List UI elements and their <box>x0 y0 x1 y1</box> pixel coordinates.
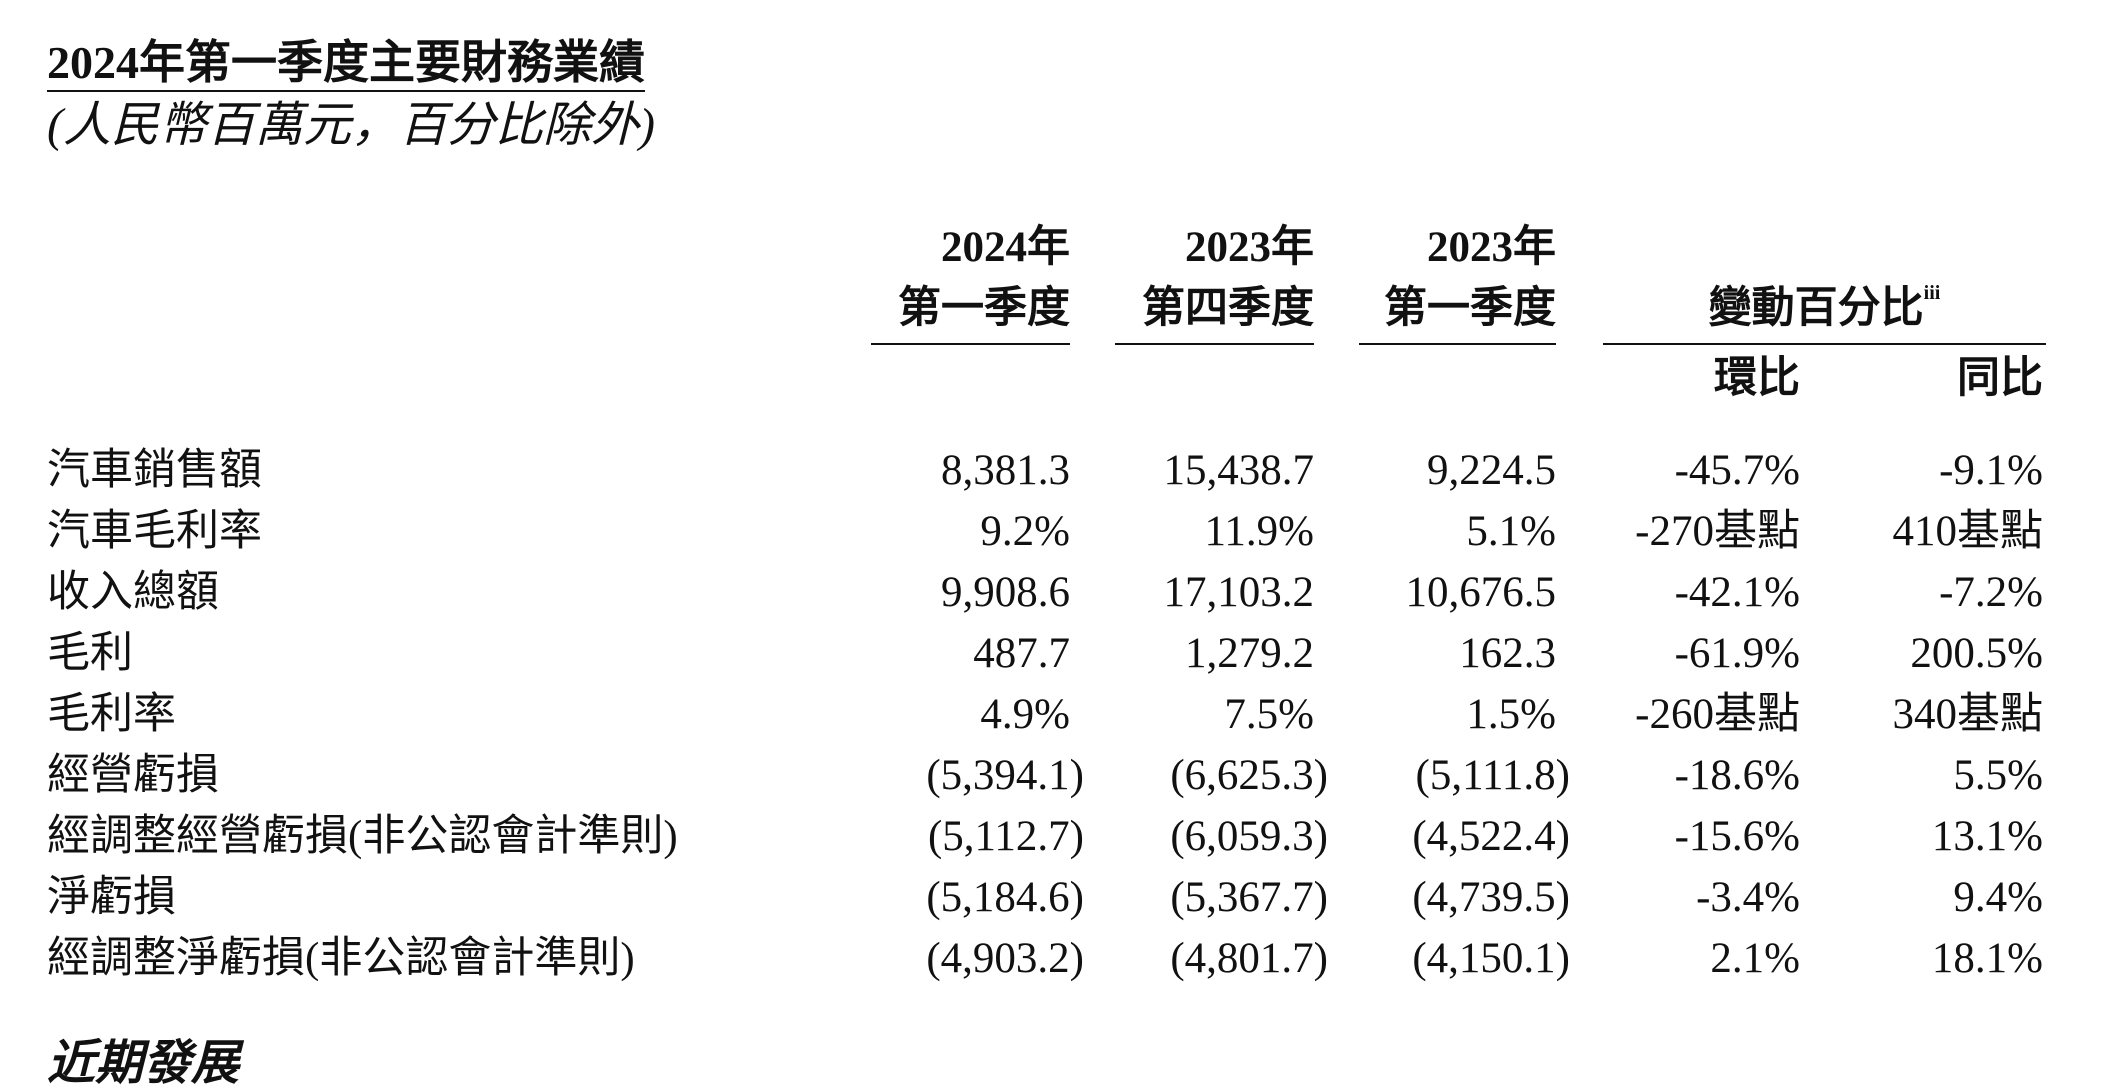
cell: (5,394.1) <box>926 752 1084 799</box>
row-label: 毛利 <box>47 630 133 677</box>
cell: 410基點 <box>1892 508 2044 555</box>
cell: -3.4% <box>1696 874 1800 921</box>
cell: 11.9% <box>1204 508 1314 555</box>
header-rule <box>1603 343 2046 345</box>
cell: (4,522.4) <box>1412 813 1570 860</box>
row-label: 汽車毛利率 <box>47 508 262 555</box>
cell: 1,279.2 <box>1185 630 1314 677</box>
cell: (4,739.5) <box>1412 874 1570 921</box>
row-label: 毛利率 <box>47 691 176 738</box>
title: 2024年第一季度主要財務業績 <box>47 40 645 92</box>
cell: -45.7% <box>1674 447 1800 494</box>
page: 2024年第一季度主要財務業績 (人民幣百萬元，百分比除外) 2024年第一季度… <box>47 39 2046 1088</box>
row-label: 淨虧損 <box>47 874 176 921</box>
cell: 2.1% <box>1710 935 1800 982</box>
cell: 5.5% <box>1953 752 2043 799</box>
column-header: 2023年 <box>1427 224 1556 271</box>
row-label: 經調整經營虧損(非公認會計準則) <box>47 813 678 860</box>
column-header: 2023年 <box>1185 224 1314 271</box>
cell: -15.6% <box>1674 813 1800 860</box>
cell: -270基點 <box>1635 508 1800 555</box>
cell: (4,150.1) <box>1412 935 1570 982</box>
column-header: 第一季度 <box>1384 285 1556 332</box>
column-header: 2024年 <box>941 224 1070 271</box>
cell: (5,367.7) <box>1170 874 1328 921</box>
cell: (4,903.2) <box>926 935 1084 982</box>
cell: -18.6% <box>1674 752 1800 799</box>
cell: 9,908.6 <box>941 569 1070 616</box>
footnote-marker: iii <box>1923 282 1941 304</box>
header-rule <box>1359 343 1556 345</box>
cell: (6,059.3) <box>1170 813 1328 860</box>
cell: 340基點 <box>1892 691 2044 738</box>
cell: 8,381.3 <box>941 447 1070 494</box>
cell: -42.1% <box>1674 569 1800 616</box>
row-label: 收入總額 <box>47 569 219 616</box>
column-header: 第四季度 <box>1142 285 1314 332</box>
cell: -7.2% <box>1939 569 2043 616</box>
cell: 487.7 <box>973 630 1070 677</box>
cell: 10,676.5 <box>1405 569 1557 616</box>
cell: (5,111.8) <box>1415 752 1570 799</box>
cell: 1.5% <box>1466 691 1556 738</box>
cell: 9.2% <box>980 508 1070 555</box>
cell: 13.1% <box>1931 813 2043 860</box>
section-title: 近期發展 <box>47 1037 240 1090</box>
cell: -260基點 <box>1635 691 1800 738</box>
row-label: 經調整淨虧損(非公認會計準則) <box>47 935 635 982</box>
cell: -9.1% <box>1939 447 2043 494</box>
change-header: 變動百分比iii <box>1603 283 2046 332</box>
cell: (5,112.7) <box>927 813 1084 860</box>
cell: 9,224.5 <box>1427 447 1556 494</box>
cell: (6,625.3) <box>1170 752 1328 799</box>
cell: -61.9% <box>1674 630 1800 677</box>
cell: 200.5% <box>1910 630 2043 677</box>
cell: 17,103.2 <box>1163 569 1315 616</box>
cell: (4,801.7) <box>1170 935 1328 982</box>
subtitle: (人民幣百萬元，百分比除外) <box>47 99 655 152</box>
cell: 9.4% <box>1953 874 2043 921</box>
cell: 162.3 <box>1459 630 1556 677</box>
column-header: 同比 <box>1957 355 2043 402</box>
column-header: 第一季度 <box>898 285 1070 332</box>
row-label: 經營虧損 <box>47 752 219 799</box>
column-header: 環比 <box>1714 355 1800 402</box>
header-rule <box>1115 343 1314 345</box>
row-label: 汽車銷售額 <box>47 447 262 494</box>
cell: 4.9% <box>980 691 1070 738</box>
header-rule <box>871 343 1070 345</box>
cell: 7.5% <box>1224 691 1314 738</box>
cell: 15,438.7 <box>1163 447 1315 494</box>
cell: (5,184.6) <box>926 874 1084 921</box>
cell: 18.1% <box>1931 935 2043 982</box>
change-header-text: 變動百分比 <box>1708 285 1924 332</box>
cell: 5.1% <box>1466 508 1556 555</box>
